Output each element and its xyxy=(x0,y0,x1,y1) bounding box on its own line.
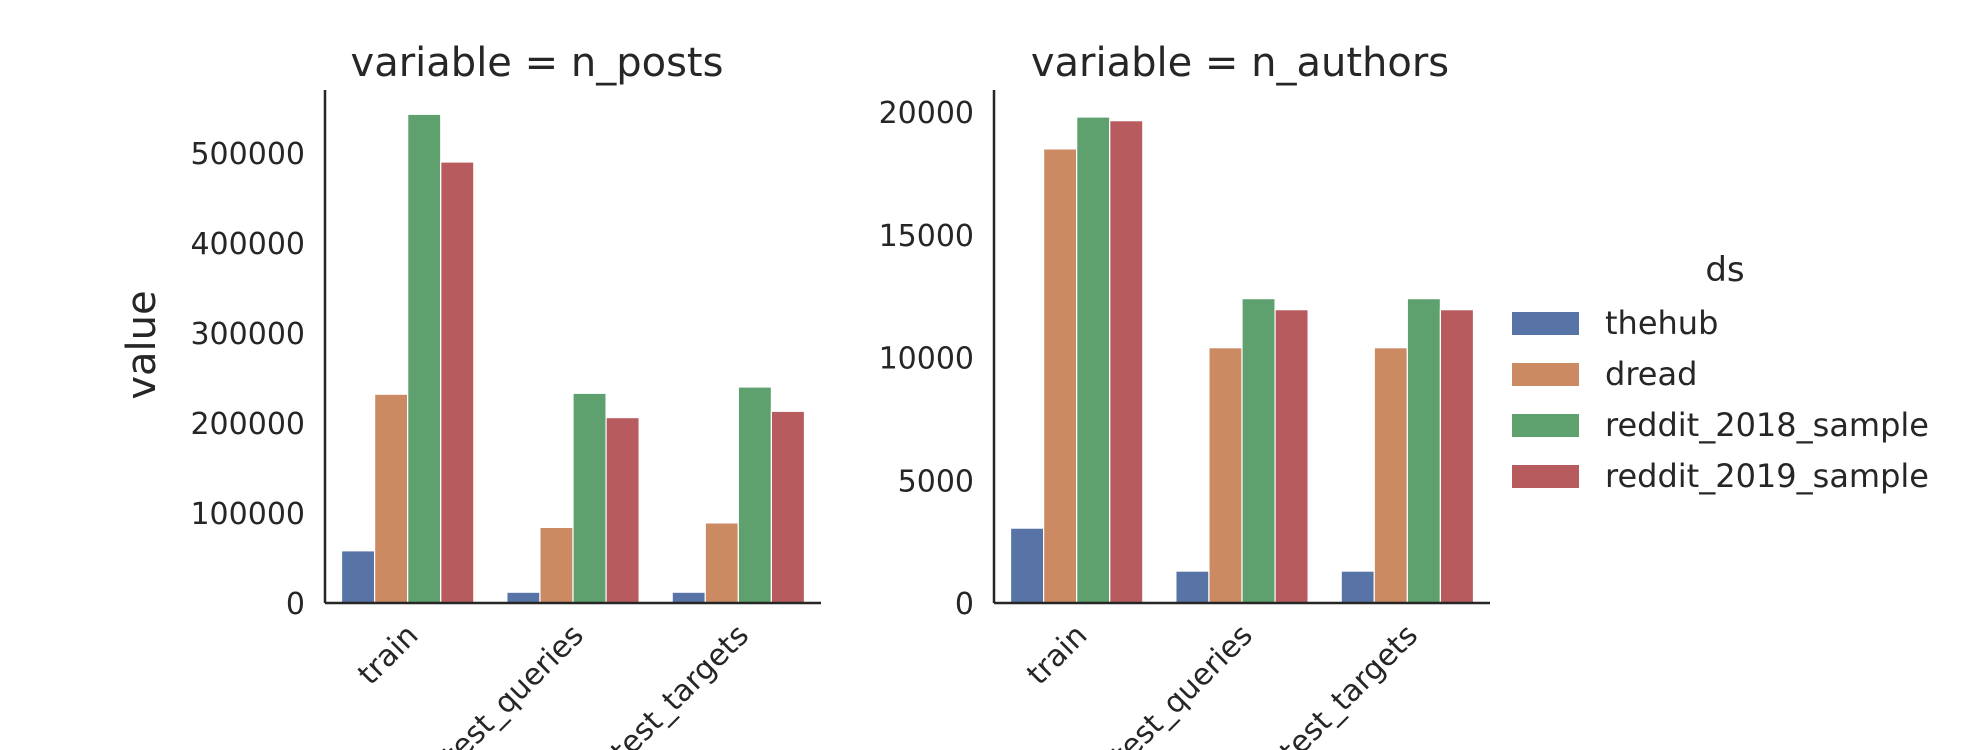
y-axis-label: value xyxy=(119,290,165,399)
legend-label-dread: dread xyxy=(1605,355,1697,393)
bar-reddit-2019-sample-test-queries xyxy=(1274,309,1309,604)
bar-reddit-2019-sample-test-targets xyxy=(770,410,806,604)
legend-label-thehub: thehub xyxy=(1605,304,1718,342)
x-tick-labels: train test_queries test_targets xyxy=(1020,618,1425,750)
bar-thehub-train xyxy=(340,550,376,604)
y-tick-label: 20000 xyxy=(879,96,974,131)
bar-dread-test-queries xyxy=(539,526,574,604)
y-tick-label: 0 xyxy=(955,587,974,622)
bar-reddit-2019-sample-train xyxy=(1109,120,1144,604)
bar-dread-test-queries xyxy=(1208,347,1243,604)
panel-title-n-posts: variable = n_posts xyxy=(351,40,724,86)
x-tick-label: test_queries xyxy=(436,618,591,750)
bar-reddit-2019-sample-test-targets xyxy=(1439,309,1475,604)
bar-reddit-2019-sample-train xyxy=(440,161,475,604)
legend-label-reddit-2018-sample: reddit_2018_sample xyxy=(1605,406,1929,444)
x-tick-label: test_queries xyxy=(1105,618,1260,750)
y-tick-label: 400000 xyxy=(190,227,305,262)
bar-reddit-2018-sample-test-queries xyxy=(572,392,607,604)
y-tick-label: 15000 xyxy=(879,219,974,254)
legend-swatch-thehub xyxy=(1512,312,1579,335)
x-tick-labels: train test_queries test_targets xyxy=(351,618,756,750)
legend-label-reddit-2019-sample: reddit_2019_sample xyxy=(1605,457,1929,495)
bar-thehub-test-queries xyxy=(506,591,541,604)
bar-thehub-train xyxy=(1009,527,1045,604)
legend-swatch-reddit-2018-sample xyxy=(1512,414,1579,437)
y-tick-label: 0 xyxy=(286,587,305,622)
panel-n-posts: variable = n_posts 0 100000 200000 300000 40… xyxy=(190,40,821,750)
bar-thehub-test-targets xyxy=(671,591,706,604)
x-tick-label: train xyxy=(1020,618,1094,692)
bar-reddit-2018-sample-train xyxy=(407,113,442,604)
y-tick-labels: 0 5000 10000 15000 20000 xyxy=(879,96,974,622)
y-tick-label: 10000 xyxy=(879,342,974,377)
legend-title: ds xyxy=(1705,250,1744,290)
bar-dread-train xyxy=(374,393,409,604)
bar-thehub-test-targets xyxy=(1340,570,1375,604)
x-tick-label: test_targets xyxy=(604,618,756,750)
bar-dread-train xyxy=(1042,148,1078,604)
y-tick-labels: 0 100000 200000 300000 400000 500000 xyxy=(190,137,305,622)
bar-reddit-2018-sample-test-queries xyxy=(1241,298,1276,604)
bar-thehub-test-queries xyxy=(1175,570,1210,604)
bar-group xyxy=(340,113,806,604)
bar-reddit-2019-sample-test-queries xyxy=(605,417,640,604)
legend-swatch-reddit-2019-sample xyxy=(1512,465,1579,488)
panel-n-authors: variable = n_authors 0 5000 10000 15000 2000… xyxy=(879,40,1490,750)
y-tick-label: 300000 xyxy=(190,317,305,352)
y-tick-label: 200000 xyxy=(190,407,305,442)
y-tick-label: 100000 xyxy=(190,497,305,532)
legend-swatch-dread xyxy=(1512,363,1579,386)
x-tick-label: test_targets xyxy=(1273,618,1425,750)
bar-dread-test-targets xyxy=(704,522,739,604)
bar-reddit-2018-sample-train xyxy=(1076,116,1111,604)
bar-reddit-2018-sample-test-targets xyxy=(1406,298,1441,604)
x-tick-label: train xyxy=(351,618,425,692)
legend: ds thehub dread reddit_2018_sample reddit_2… xyxy=(1512,250,1929,495)
bar-dread-test-targets xyxy=(1373,347,1408,604)
legend-items: thehub dread reddit_2018_sample reddit_2019… xyxy=(1512,304,1929,495)
bar-group xyxy=(1009,116,1475,604)
y-tick-label: 5000 xyxy=(898,464,974,499)
y-tick-label: 500000 xyxy=(190,137,305,172)
bar-reddit-2018-sample-test-targets xyxy=(737,386,773,604)
panel-title-n-authors: variable = n_authors xyxy=(1031,40,1449,86)
